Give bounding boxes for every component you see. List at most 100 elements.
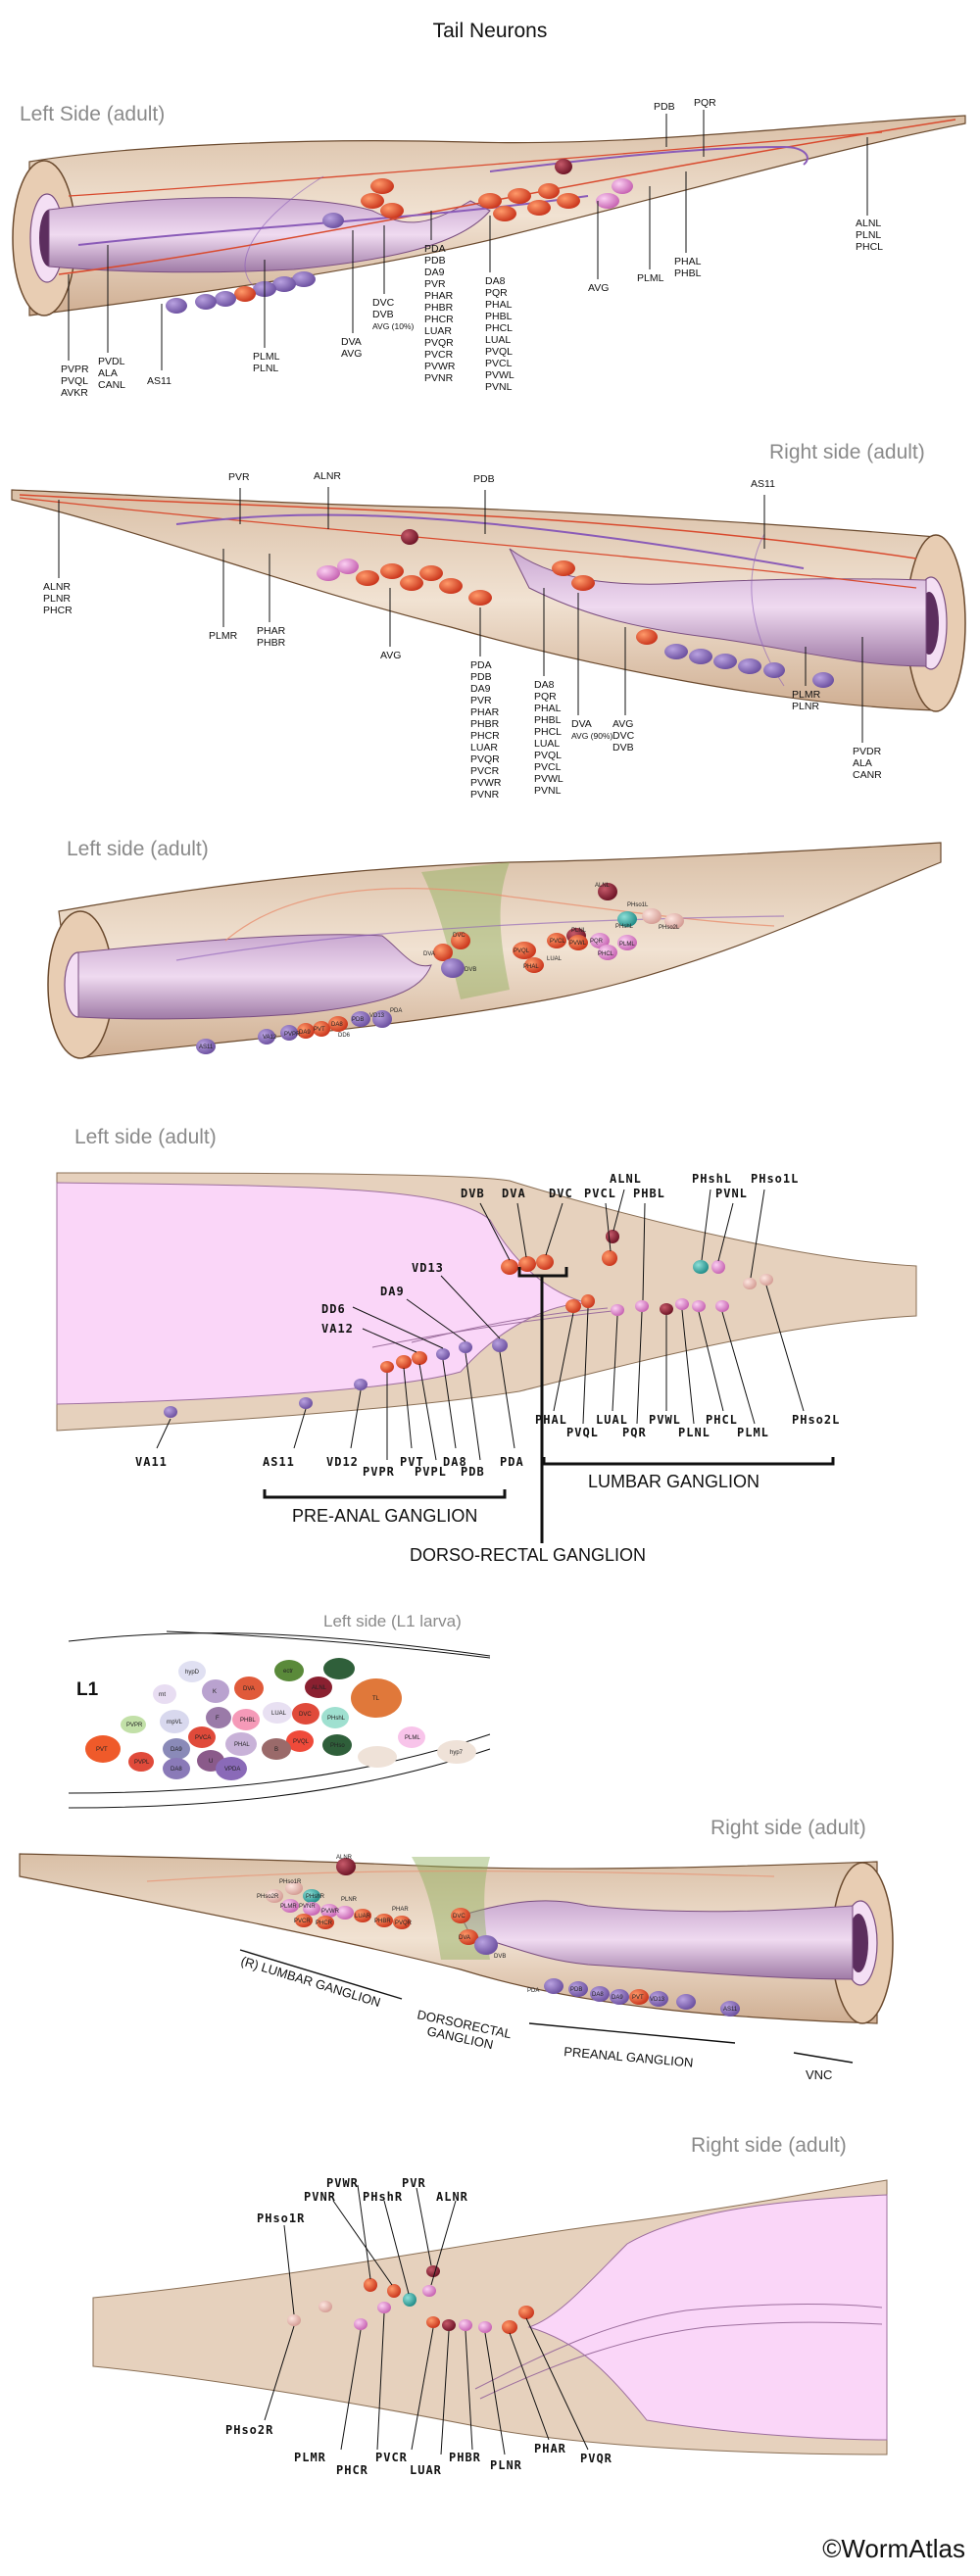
- svg-text:PVCR: PVCR: [294, 1919, 311, 1924]
- svg-text:VD13: VD13: [369, 1013, 385, 1019]
- panel-4-heading: Left side (adult): [74, 1126, 217, 1148]
- svg-text:PHAL: PHAL: [234, 1742, 250, 1748]
- svg-text:DVB: DVB: [612, 742, 634, 753]
- label-plnl: PLNL: [678, 1426, 710, 1439]
- gut-lumen: [849, 1914, 868, 1972]
- rectum-line: [474, 2304, 883, 2390]
- gut-tube: [77, 934, 432, 1020]
- label-phbr: PHBR: [449, 2451, 481, 2464]
- label-pvwr: PVWR: [326, 2176, 359, 2190]
- nerve-fiber: [19, 494, 917, 559]
- panel-1-left-side-adult: Left Side (adult): [12, 97, 966, 399]
- panel-1-heading: Left Side (adult): [20, 103, 165, 125]
- svg-text:CANR: CANR: [853, 769, 882, 781]
- svg-text:VPDA: VPDA: [224, 1767, 240, 1773]
- svg-text:PHCR: PHCR: [43, 605, 73, 616]
- svg-text:ALA: ALA: [853, 757, 872, 769]
- panel-2-right-side-adult: Right side (adult): [11, 441, 966, 801]
- neuron-cluster: [317, 529, 834, 688]
- svg-text:PVCR: PVCR: [470, 765, 500, 777]
- svg-text:DVA: DVA: [459, 1935, 470, 1941]
- svg-text:PDB: PDB: [570, 1987, 582, 1993]
- panel-3-left-side-adult: Left side (adult): [47, 838, 942, 1059]
- callout-group-da8: DA8 PQR PHAL PHBL PHCL LUAL PVQL PVCL PV…: [485, 275, 514, 393]
- callout-plmr: PLMR: [209, 630, 238, 642]
- panel-5-l1-larva: Left side (L1 larva) L1: [68, 1612, 491, 1809]
- svg-text:PHso1R: PHso1R: [279, 1879, 302, 1885]
- svg-text:DVB: DVB: [494, 1954, 506, 1960]
- svg-text:PVCA: PVCA: [195, 1735, 211, 1741]
- svg-text:PHAR: PHAR: [424, 290, 454, 302]
- callout-group-pvdr: PVDR ALA CANR: [853, 746, 882, 781]
- copyright: ©WormAtlas: [822, 2534, 965, 2563]
- svg-text:PHCR: PHCR: [316, 1920, 333, 1926]
- svg-text:DVB: DVB: [465, 967, 476, 973]
- callout-group-pda: PDA PDB DA9 PVR PHAR PHBR PHCR LUAR PVQR…: [470, 659, 502, 801]
- svg-text:PLML: PLML: [619, 942, 635, 948]
- label-vd13: VD13: [412, 1261, 444, 1275]
- callout-as11: AS11: [751, 478, 775, 490]
- body-outline: [68, 1632, 491, 1657]
- svg-text:DA9: DA9: [424, 267, 445, 278]
- svg-text:PVNR: PVNR: [299, 1904, 316, 1910]
- svg-text:PDA: PDA: [470, 659, 492, 671]
- svg-text:PHAL: PHAL: [523, 964, 539, 970]
- svg-text:PHAR: PHAR: [470, 706, 500, 718]
- svg-text:PHBR: PHBR: [470, 718, 500, 730]
- figure-title: Tail Neurons: [433, 20, 548, 42]
- lumbar-ganglion-bracket: [542, 1457, 835, 1466]
- callout-group-plml: PLML PLNL: [253, 351, 280, 374]
- label-da9: DA9: [380, 1285, 405, 1298]
- svg-text:PQR: PQR: [485, 287, 508, 299]
- label-lual: LUAL: [596, 1413, 628, 1427]
- callout-pqr: PQR: [694, 97, 716, 109]
- svg-text:PHso2L: PHso2L: [659, 925, 680, 931]
- svg-text:PDA: PDA: [390, 1008, 402, 1014]
- preanal-ganglion-underline: [528, 2022, 736, 2044]
- panel-7-right-side-adult: Right side (adult): [92, 2134, 888, 2477]
- svg-text:PVDR: PVDR: [853, 746, 882, 757]
- label-pvcr: PVCR: [375, 2451, 408, 2464]
- panel-6-right-side-adult: Right side (adult): [19, 1817, 894, 2082]
- panel-4-left-side-adult: Left side (adult): [56, 1126, 917, 1565]
- label-da8: DA8: [443, 1455, 467, 1469]
- label-pvcl: PVCL: [584, 1187, 616, 1200]
- svg-text:PHBR: PHBR: [424, 302, 454, 314]
- callout-plml: PLML: [637, 272, 664, 284]
- svg-text:DVC: DVC: [612, 730, 635, 742]
- label-pvnl: PVNL: [715, 1187, 748, 1200]
- label-phshl: PHshL: [692, 1172, 732, 1186]
- svg-text:PVQR: PVQR: [424, 337, 454, 349]
- svg-text:VA12: VA12: [263, 1035, 277, 1041]
- label-pvqr: PVQR: [580, 2452, 612, 2465]
- svg-text:AS11: AS11: [723, 2007, 738, 2013]
- label-pda: PDA: [500, 1455, 524, 1469]
- worm-body: [19, 1853, 878, 2024]
- svg-text:VD13: VD13: [650, 1997, 665, 2003]
- svg-text:PVCL: PVCL: [485, 358, 513, 369]
- label-dvb: DVB: [461, 1187, 485, 1200]
- label-dd6: DD6: [321, 1302, 346, 1316]
- vnc-underline: [793, 2052, 854, 2064]
- svg-text:DA9: DA9: [612, 1995, 623, 2001]
- svg-text:PHshR: PHshR: [306, 1894, 325, 1900]
- callout-as11: AS11: [147, 375, 172, 387]
- label-phal: PHAL: [535, 1413, 567, 1427]
- stage-label: L1: [76, 1679, 99, 1700]
- svg-text:PHBR: PHBR: [257, 637, 286, 649]
- svg-text:DVA: DVA: [423, 951, 435, 957]
- svg-text:PDA: PDA: [424, 243, 446, 255]
- nerve-fiber: [146, 1870, 775, 1882]
- label-as11: AS11: [263, 1455, 295, 1469]
- leader-lines: [156, 1189, 805, 1461]
- svg-text:PVT: PVT: [314, 1027, 325, 1033]
- callout-phbl: PHBL: [674, 267, 702, 279]
- svg-text:PVWL: PVWL: [569, 941, 587, 947]
- svg-text:ALNL: ALNL: [312, 1685, 327, 1691]
- svg-text:AVG (90%): AVG (90%): [571, 731, 613, 741]
- neurons: [164, 1230, 773, 1418]
- larva-cell-labels: rnt hypD K DVA ectr ALNL PVPR rnpVL F PH…: [96, 1669, 464, 1773]
- svg-text:DVA: DVA: [341, 336, 362, 348]
- body-outline: [68, 1748, 491, 1809]
- nerve-fiber: [68, 131, 883, 197]
